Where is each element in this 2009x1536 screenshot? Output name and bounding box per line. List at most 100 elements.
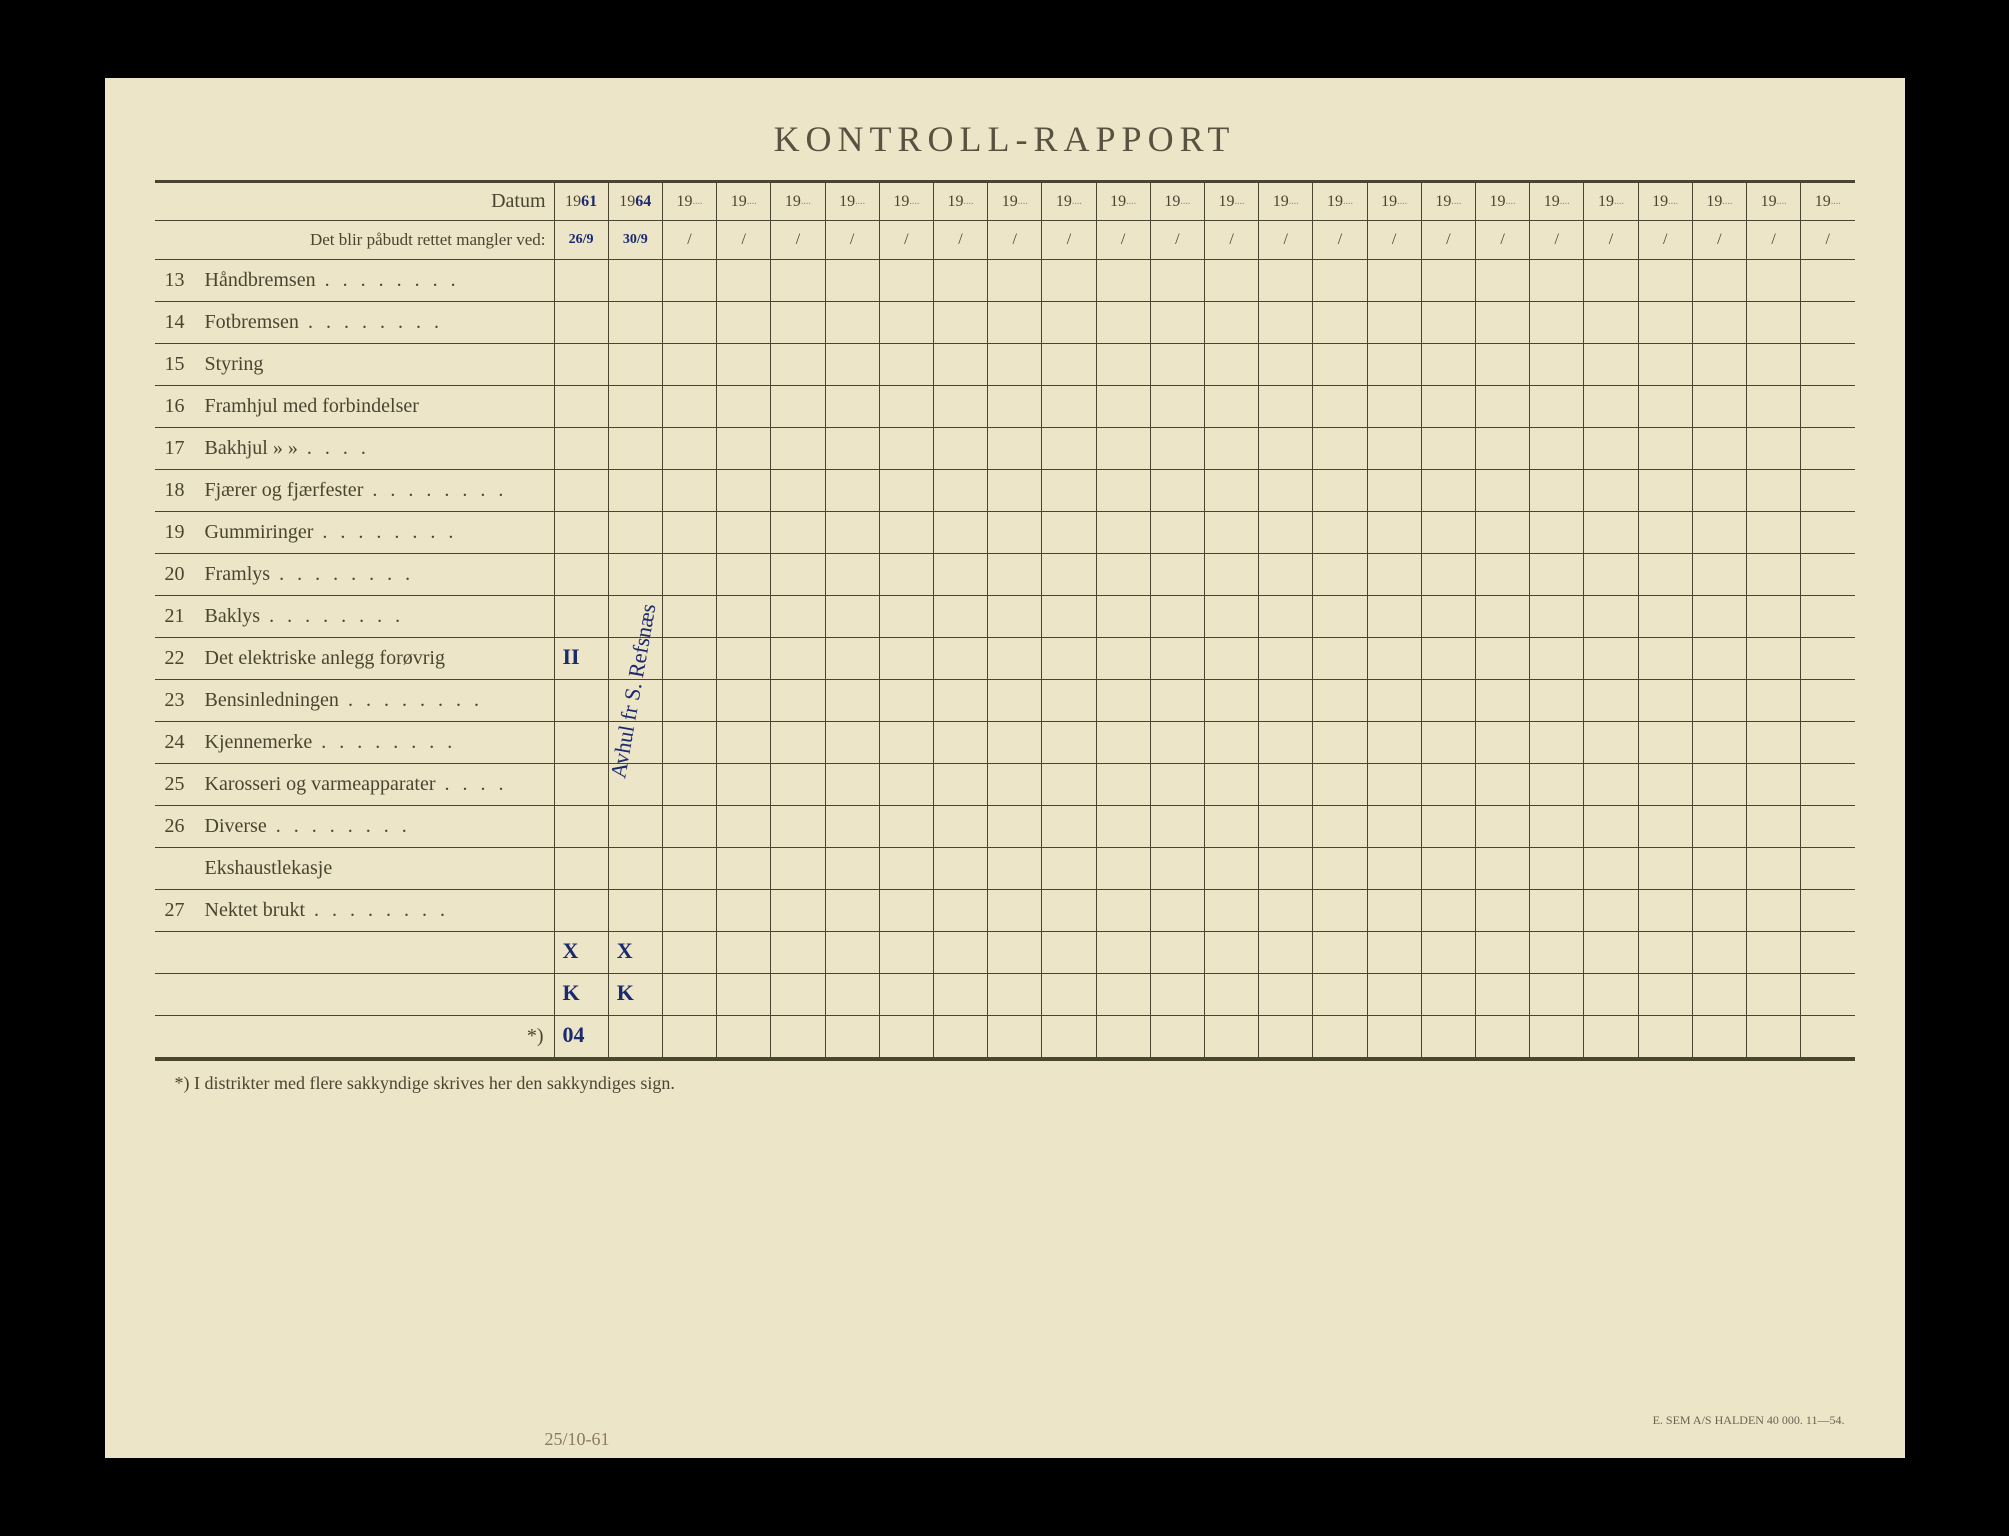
data-cell (1530, 260, 1584, 301)
item-col: *) (155, 1016, 555, 1057)
data-cell (1313, 680, 1367, 721)
data-cell (717, 890, 771, 931)
year-cell: 19.... (1259, 183, 1313, 220)
data-cell (1639, 680, 1693, 721)
data-cell (663, 512, 717, 553)
data-cell (880, 764, 934, 805)
data-cell (1639, 806, 1693, 847)
data-cell (1097, 554, 1151, 595)
data-cell (1693, 1016, 1747, 1057)
data-cell (1097, 680, 1151, 721)
data-cell (717, 806, 771, 847)
data-cell (717, 386, 771, 427)
date-cell: / (1639, 221, 1693, 259)
header-section: Datum 1961196419....19....19....19....19… (155, 180, 1855, 260)
data-cell: II (555, 638, 609, 679)
item-col: 13Håndbremsen (155, 260, 555, 301)
data-cell (1042, 764, 1096, 805)
data-cell (1584, 386, 1638, 427)
data-cell (1313, 890, 1367, 931)
data-cell (771, 428, 825, 469)
data-cell (1042, 722, 1096, 763)
data-cell (934, 680, 988, 721)
data-cell (1368, 554, 1422, 595)
data-cell (555, 764, 609, 805)
item-number: 23 (165, 689, 205, 712)
year-cell: 19.... (1422, 183, 1476, 220)
data-cell (1151, 554, 1205, 595)
data-cell (1259, 722, 1313, 763)
data-cell (988, 974, 1042, 1015)
item-col: 27Nektet brukt (155, 890, 555, 931)
data-cell (1530, 302, 1584, 343)
data-cell (934, 596, 988, 637)
data-cell (1259, 764, 1313, 805)
data-cell (1530, 428, 1584, 469)
year-cell: 19.... (1097, 183, 1151, 220)
data-cells (555, 512, 1855, 553)
data-cell (1476, 260, 1530, 301)
data-cell (1313, 428, 1367, 469)
data-cell (555, 428, 609, 469)
data-cell (609, 260, 663, 301)
data-cell (826, 638, 880, 679)
data-cell (1042, 302, 1096, 343)
item-label: Diverse (205, 815, 554, 838)
data-cell (555, 680, 609, 721)
year-cell: 19.... (1639, 183, 1693, 220)
data-cell (1530, 680, 1584, 721)
data-cell (1422, 680, 1476, 721)
data-cell (1530, 512, 1584, 553)
data-cell (609, 890, 663, 931)
data-cell (1584, 470, 1638, 511)
data-cell (1042, 470, 1096, 511)
item-col: 17Bakhjul » » (155, 428, 555, 469)
data-cell (826, 932, 880, 973)
data-cell (555, 386, 609, 427)
data-cell (771, 806, 825, 847)
data-cell (771, 344, 825, 385)
item-number: 13 (165, 269, 205, 292)
data-cell (826, 764, 880, 805)
data-cell (663, 302, 717, 343)
data-cell (1259, 638, 1313, 679)
data-cell (988, 848, 1042, 889)
data-cell (717, 764, 771, 805)
data-cell (1639, 1016, 1693, 1057)
data-cell (1097, 428, 1151, 469)
data-cell (1151, 470, 1205, 511)
data-cell (1205, 260, 1259, 301)
data-cell (1097, 764, 1151, 805)
data-cell (1097, 512, 1151, 553)
data-cell (1313, 302, 1367, 343)
table-row: 23Bensinledningen (155, 680, 1855, 722)
item-col: 20Framlys (155, 554, 555, 595)
data-cell (1313, 638, 1367, 679)
date-cell: / (1313, 221, 1367, 259)
data-cell (555, 554, 609, 595)
data-cell (1530, 470, 1584, 511)
data-cell (771, 722, 825, 763)
data-cell (1422, 428, 1476, 469)
data-cell (663, 386, 717, 427)
sublabel-row: Det blir påbudt rettet mangler ved: 26/9… (155, 221, 1855, 259)
table-row: 26Diverse (155, 806, 1855, 848)
date-cell: / (934, 221, 988, 259)
data-cell (1693, 428, 1747, 469)
data-cell (826, 848, 880, 889)
date-cell: / (1205, 221, 1259, 259)
data-cell (1313, 512, 1367, 553)
data-cell (609, 554, 663, 595)
data-cell (1801, 302, 1854, 343)
data-cell (1097, 386, 1151, 427)
data-cell (1693, 260, 1747, 301)
data-cell (1530, 848, 1584, 889)
data-cell (1422, 890, 1476, 931)
data-cell (717, 344, 771, 385)
data-cell (1313, 932, 1367, 973)
item-label: Baklys (205, 605, 554, 628)
data-cell (1584, 428, 1638, 469)
data-cell (555, 344, 609, 385)
data-cell (1422, 386, 1476, 427)
data-cell (609, 806, 663, 847)
